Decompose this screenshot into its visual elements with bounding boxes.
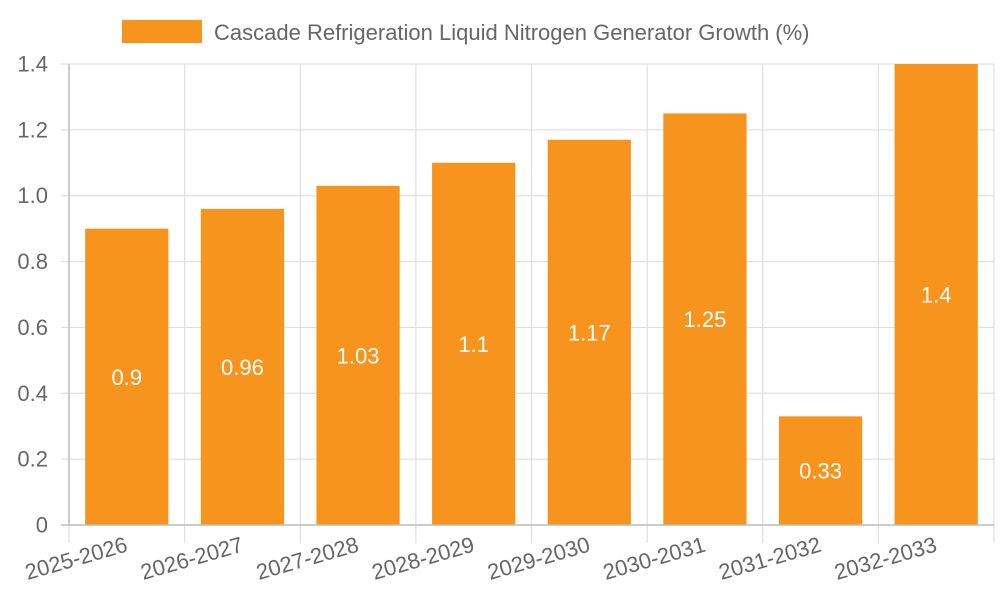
y-tick-label: 1.4 bbox=[17, 52, 48, 77]
x-tick-label: 2028-2029 bbox=[369, 532, 477, 585]
bar-value-label: 1.25 bbox=[684, 307, 727, 332]
bar[interactable] bbox=[316, 185, 400, 526]
bar-value-label: 1.4 bbox=[921, 283, 952, 308]
bar[interactable] bbox=[894, 64, 978, 525]
bar-value-label: 1.1 bbox=[458, 332, 489, 357]
legend[interactable]: Cascade Refrigeration Liquid Nitrogen Ge… bbox=[122, 20, 810, 45]
y-tick-label: 1.0 bbox=[17, 183, 48, 208]
x-tick-label: 2031-2032 bbox=[716, 532, 824, 585]
x-tick-label: 2025-2026 bbox=[22, 532, 130, 585]
legend-label: Cascade Refrigeration Liquid Nitrogen Ge… bbox=[214, 20, 810, 45]
bar-value-label: 0.9 bbox=[112, 365, 143, 390]
x-tick-label: 2030-2031 bbox=[600, 532, 708, 585]
bar[interactable] bbox=[547, 139, 631, 525]
bar[interactable] bbox=[778, 416, 863, 525]
x-tick-label: 2029-2030 bbox=[485, 532, 593, 585]
y-tick-label: 0.6 bbox=[17, 315, 48, 340]
bar-value-label: 0.33 bbox=[799, 459, 842, 484]
y-tick-label: 0.8 bbox=[17, 249, 48, 274]
y-tick-label: 0.2 bbox=[17, 447, 48, 472]
bar[interactable] bbox=[432, 162, 516, 526]
bar[interactable] bbox=[663, 113, 747, 526]
legend-swatch bbox=[122, 20, 202, 43]
x-tick-label: 2032-2033 bbox=[832, 532, 940, 585]
y-tick-label: 1.2 bbox=[17, 117, 48, 142]
bar[interactable] bbox=[85, 228, 169, 525]
y-tick-label: 0.4 bbox=[17, 381, 48, 406]
data-labels: 0.9 0.96 1.03 1.1 1.17 1.25 0.33 1.4 bbox=[112, 283, 952, 484]
bar-value-label: 1.03 bbox=[337, 343, 380, 368]
x-tick-label: 2027-2028 bbox=[253, 532, 361, 585]
bars bbox=[85, 64, 978, 526]
bar-value-label: 0.96 bbox=[221, 355, 264, 380]
bar-value-label: 1.17 bbox=[568, 320, 611, 345]
bar[interactable] bbox=[200, 208, 285, 525]
y-tick-label: 0 bbox=[36, 513, 48, 538]
x-tick-label: 2026-2027 bbox=[138, 532, 246, 585]
